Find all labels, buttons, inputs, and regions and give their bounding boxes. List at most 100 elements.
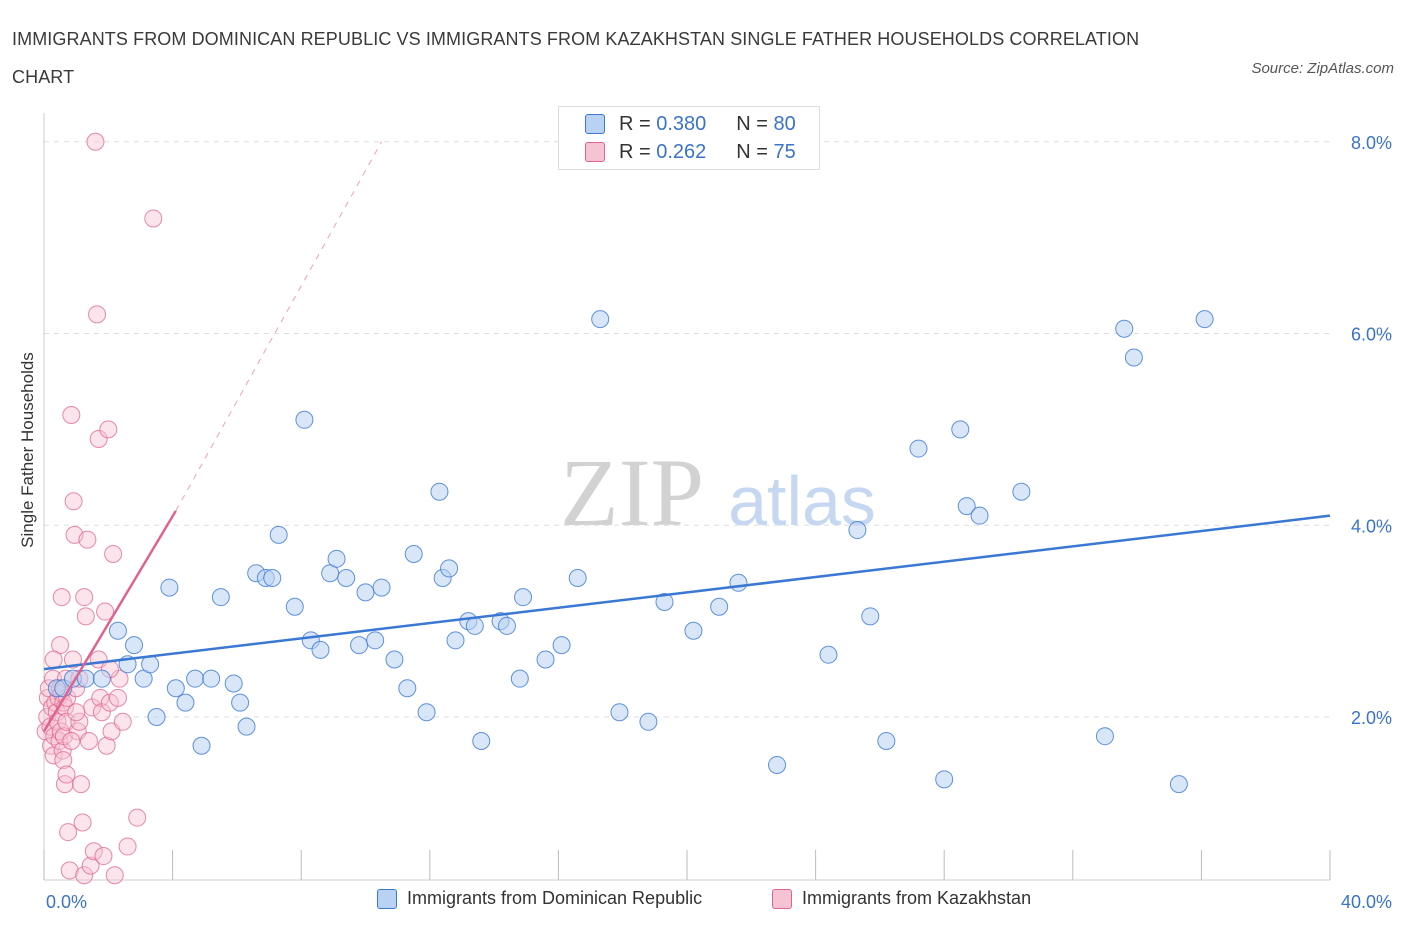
series-label-kazakhstan: Immigrants from Kazakhstan [802,888,1032,908]
data-point-dominican [536,650,555,669]
data-point-dominican [337,568,356,587]
data-point-dominican [710,597,729,616]
data-point-dominican [446,631,465,650]
data-point-dominican [935,770,954,789]
series-legend-dominican: Immigrants from Dominican Republic [377,888,702,909]
data-point-dominican [356,583,375,602]
y-tick-label: 6.0% [1351,325,1392,345]
data-point-dominican [729,573,748,592]
data-point-dominican [877,731,896,750]
grid-lines [44,141,1330,718]
data-point-kazakhstan [75,866,94,885]
legend-r-label: R = [619,140,651,163]
data-point-dominican [285,597,304,616]
data-point-kazakhstan [55,775,74,794]
data-point-dominican [366,631,385,650]
data-point-kazakhstan [62,406,81,425]
legend-r-value: 0.380 [656,112,707,135]
data-point-kazakhstan [88,305,107,324]
data-point-dominican [514,588,533,607]
series-swatch-blue [377,888,397,909]
data-point-kazakhstan [110,669,129,688]
x-tick-label: 0.0% [46,892,87,912]
data-point-dominican [1169,775,1188,794]
data-point-dominican [552,636,571,655]
data-point-kazakhstan [118,837,137,856]
data-point-dominican [404,545,423,564]
data-point-dominican [568,568,587,587]
data-point-kazakhstan [108,688,127,707]
legend-n-label: N = [736,112,768,135]
data-point-dominican [1095,727,1114,746]
data-point-kazakhstan [67,703,86,722]
data-point-kazakhstan [128,808,147,827]
series-legend-kazakhstan: Immigrants from Kazakhstan [772,888,1031,909]
data-point-dominican [269,525,288,544]
data-point-dominican [819,645,838,664]
data-point-dominican [231,693,250,712]
data-point-kazakhstan [89,429,108,448]
data-point-dominican [440,559,459,578]
data-point-dominican [417,703,436,722]
data-point-dominican [497,616,516,635]
data-point-dominican [398,679,417,698]
data-point-kazakhstan [94,847,113,866]
data-point-kazakhstan [96,602,115,621]
legend-r-label: R = [619,112,651,135]
axes [43,113,1331,881]
data-point-dominican [768,755,787,774]
data-point-kazakhstan [44,650,63,669]
data-point-dominican [372,578,391,597]
data-point-kazakhstan [54,751,73,770]
data-point-dominican [472,731,491,750]
data-point-kazakhstan [73,813,92,832]
watermark: ZIP atlas [560,439,876,546]
x-tick-label: 40.0% [1341,892,1392,912]
legend-r-value: 0.262 [656,140,707,163]
data-point-kazakhstan [99,420,118,439]
data-point-kazakhstan [62,731,81,750]
data-point-kazakhstan [71,775,90,794]
legend-row-kazakhstan: R = 0.262 N = 75 [585,139,796,165]
data-point-dominican [848,521,867,540]
data-point-kazakhstan [60,861,79,880]
legend-n-value: 80 [773,112,796,135]
data-point-dominican [186,669,205,688]
data-point-dominican [224,674,243,693]
data-point-dominican [1195,310,1214,329]
data-point-dominican [147,708,166,727]
data-point-kazakhstan [84,842,103,861]
legend-swatch-pink [585,142,605,162]
data-point-dominican [510,669,529,688]
data-point-dominican [327,549,346,568]
data-point-dominican [125,636,144,655]
data-point-kazakhstan [59,823,78,842]
data-point-kazakhstan [57,765,76,784]
data-point-dominican [92,669,111,688]
data-point-kazakhstan [78,530,97,549]
data-point-kazakhstan [81,856,100,875]
data-point-dominican [192,736,211,755]
data-point-kazakhstan [86,132,105,151]
data-point-dominican [108,621,127,640]
data-point-dominican [311,640,330,659]
data-point-dominican [655,592,674,611]
data-point-dominican [295,410,314,429]
data-point-dominican [610,703,629,722]
data-point-dominican [639,712,658,731]
data-point-dominican [237,717,256,736]
data-point-dominican [1115,319,1134,338]
data-point-kazakhstan [80,731,99,750]
data-point-dominican [970,506,989,525]
data-point-kazakhstan [52,588,71,607]
data-point-kazakhstan [91,688,110,707]
series-label-dominican: Immigrants from Dominican Republic [407,888,703,908]
data-point-dominican [591,310,610,329]
dominican-points [47,310,1214,794]
series-swatch-pink [772,888,792,909]
data-point-dominican [263,568,282,587]
legend-row-dominican: R = 0.380 N = 80 [585,111,796,137]
tick-labels: 2.0% 4.0% 6.0% 8.0% 0.0% 40.0% [46,133,1392,912]
chart-title: IMMIGRANTS FROM DOMINICAN REPUBLIC VS IM… [12,29,1140,87]
data-point-dominican [166,679,185,698]
